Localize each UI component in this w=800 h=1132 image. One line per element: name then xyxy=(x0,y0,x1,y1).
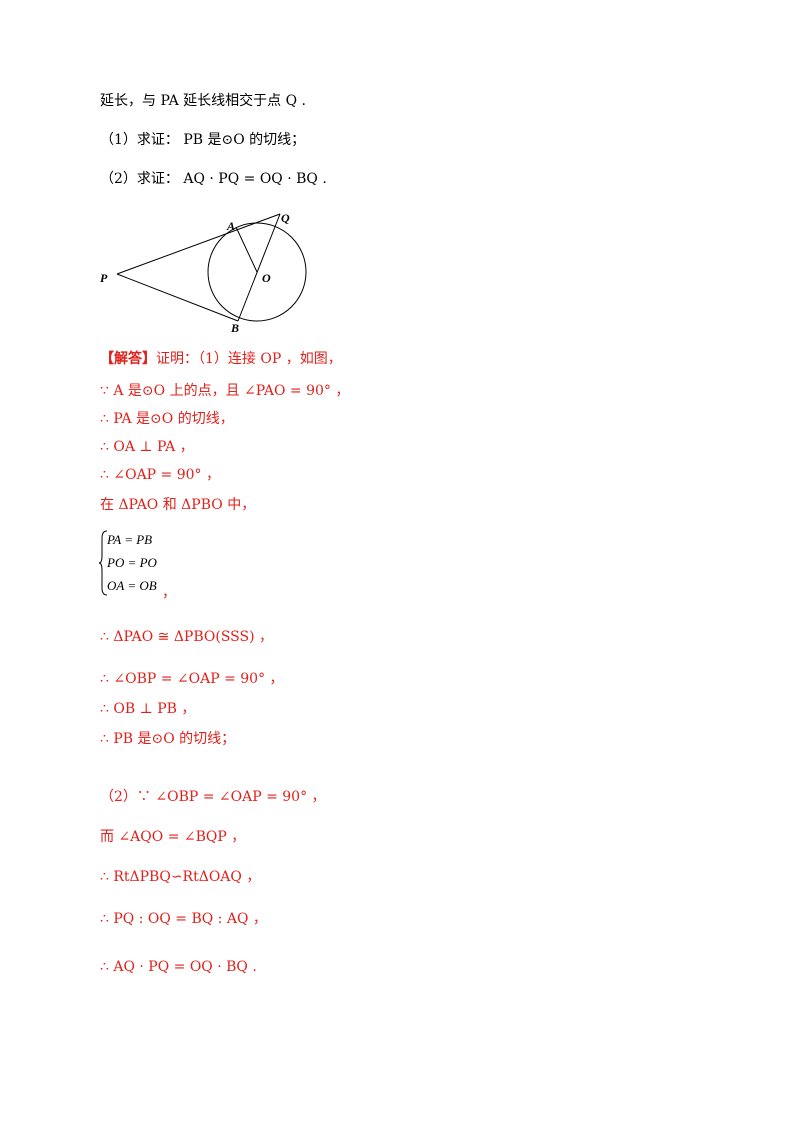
solution-line-7: ∴ ΔPAO ≅ ΔPBO(SSS) ， xyxy=(100,628,273,646)
question-1-text: （1）求证： PB 是⊙O 的切线； xyxy=(100,132,306,148)
solution-line-15-text: ∴ AQ · PQ = OQ · BQ . xyxy=(100,959,257,975)
solution-line-13-text: ∴ RtΔPBQ∽RtΔOAQ ， xyxy=(100,869,261,885)
solution-line-6-text: 在 ΔPAO 和 ΔPBO 中， xyxy=(100,497,256,513)
solution-line-3-text: ∴ PA 是⊙O 的切线， xyxy=(100,411,234,427)
question-2: （2）求证： AQ · PQ = OQ · BQ . xyxy=(100,170,327,188)
solution-line-12-text: 而 ∠AQO = ∠BQP ， xyxy=(100,829,246,845)
system-eq-1: PA = PB xyxy=(107,532,153,547)
solution-line-14: ∴ PQ : OQ = BQ : AQ ， xyxy=(100,910,267,928)
problem-intro: 延长，与 PA 延长线相交于点 Q . xyxy=(100,92,306,110)
solution-line-9-text: ∴ OB ⊥ PB ， xyxy=(100,701,196,717)
solution-line-6: 在 ΔPAO 和 ΔPBO 中， xyxy=(100,496,255,514)
solution-line-4-text: ∴ OA ⊥ PA ， xyxy=(100,439,194,455)
solution-line-15: ∴ AQ · PQ = OQ · BQ . xyxy=(100,958,257,976)
system-eq-2: PO = PO xyxy=(107,555,157,570)
line-bq xyxy=(237,213,281,322)
solution-line-5: ∴ ∠OAP = 90° ， xyxy=(100,466,220,484)
solution-line-10-text: ∴ PB 是⊙O 的切线； xyxy=(100,731,236,747)
circle-o xyxy=(207,222,307,322)
solution-line-9: ∴ OB ⊥ PB ， xyxy=(100,700,195,718)
line-pq xyxy=(116,213,281,275)
solution-line-4: ∴ OA ⊥ PA ， xyxy=(100,438,194,456)
solution-line-2: ∵ A 是⊙O 上的点，且 ∠PAO = 90° ， xyxy=(100,382,349,400)
question-1: （1）求证： PB 是⊙O 的切线； xyxy=(100,131,305,149)
label-a: A xyxy=(226,219,235,233)
brace-icon xyxy=(98,530,108,596)
solution-line-10: ∴ PB 是⊙O 的切线； xyxy=(100,730,235,748)
label-q: Q xyxy=(281,211,290,225)
solution-line-1: 证明：（1）连接 OP ，如图， xyxy=(156,351,342,367)
line-ao xyxy=(235,226,258,273)
solution-tag: 【解答】 xyxy=(100,351,156,367)
system-eq-3: OA = OB xyxy=(107,578,157,593)
line-pb xyxy=(116,273,239,322)
solution-line-2-text: ∵ A 是⊙O 上的点，且 ∠PAO = 90° ， xyxy=(100,383,350,399)
label-p: P xyxy=(100,271,108,285)
solution-line-8-text: ∴ ∠OBP = ∠OAP = 90° ， xyxy=(100,671,284,687)
geometry-figure: A Q P O B xyxy=(100,211,307,335)
solution-line-11: （2）∵ ∠OBP = ∠OAP = 90° ， xyxy=(100,788,326,806)
label-o: O xyxy=(262,271,271,285)
solution-line-3: ∴ PA 是⊙O 的切线， xyxy=(100,410,234,428)
solution-line-11-text: （2）∵ ∠OBP = ∠OAP = 90° ， xyxy=(100,789,326,805)
equation-system: PA = PB PO = PO OA = OB ， xyxy=(98,530,188,601)
solution-line-14-text: ∴ PQ : OQ = BQ : AQ ， xyxy=(100,911,267,927)
solution-line-5-text: ∴ ∠OAP = 90° ， xyxy=(100,467,220,483)
solution-line-12: 而 ∠AQO = ∠BQP ， xyxy=(100,828,245,846)
question-2-text: （2）求证： AQ · PQ = OQ · BQ . xyxy=(100,171,327,187)
solution-line-8: ∴ ∠OBP = ∠OAP = 90° ， xyxy=(100,670,284,688)
problem-intro-text: 延长，与 PA 延长线相交于点 Q . xyxy=(100,93,306,109)
solution-line-7-text: ∴ ΔPAO ≅ ΔPBO(SSS) ， xyxy=(100,629,274,645)
solution-line-13: ∴ RtΔPBQ∽RtΔOAQ ， xyxy=(100,868,260,886)
system-comma: ， xyxy=(162,585,176,601)
solution-heading: 【解答】证明：（1）连接 OP ，如图， xyxy=(100,350,342,368)
label-b: B xyxy=(230,321,239,335)
